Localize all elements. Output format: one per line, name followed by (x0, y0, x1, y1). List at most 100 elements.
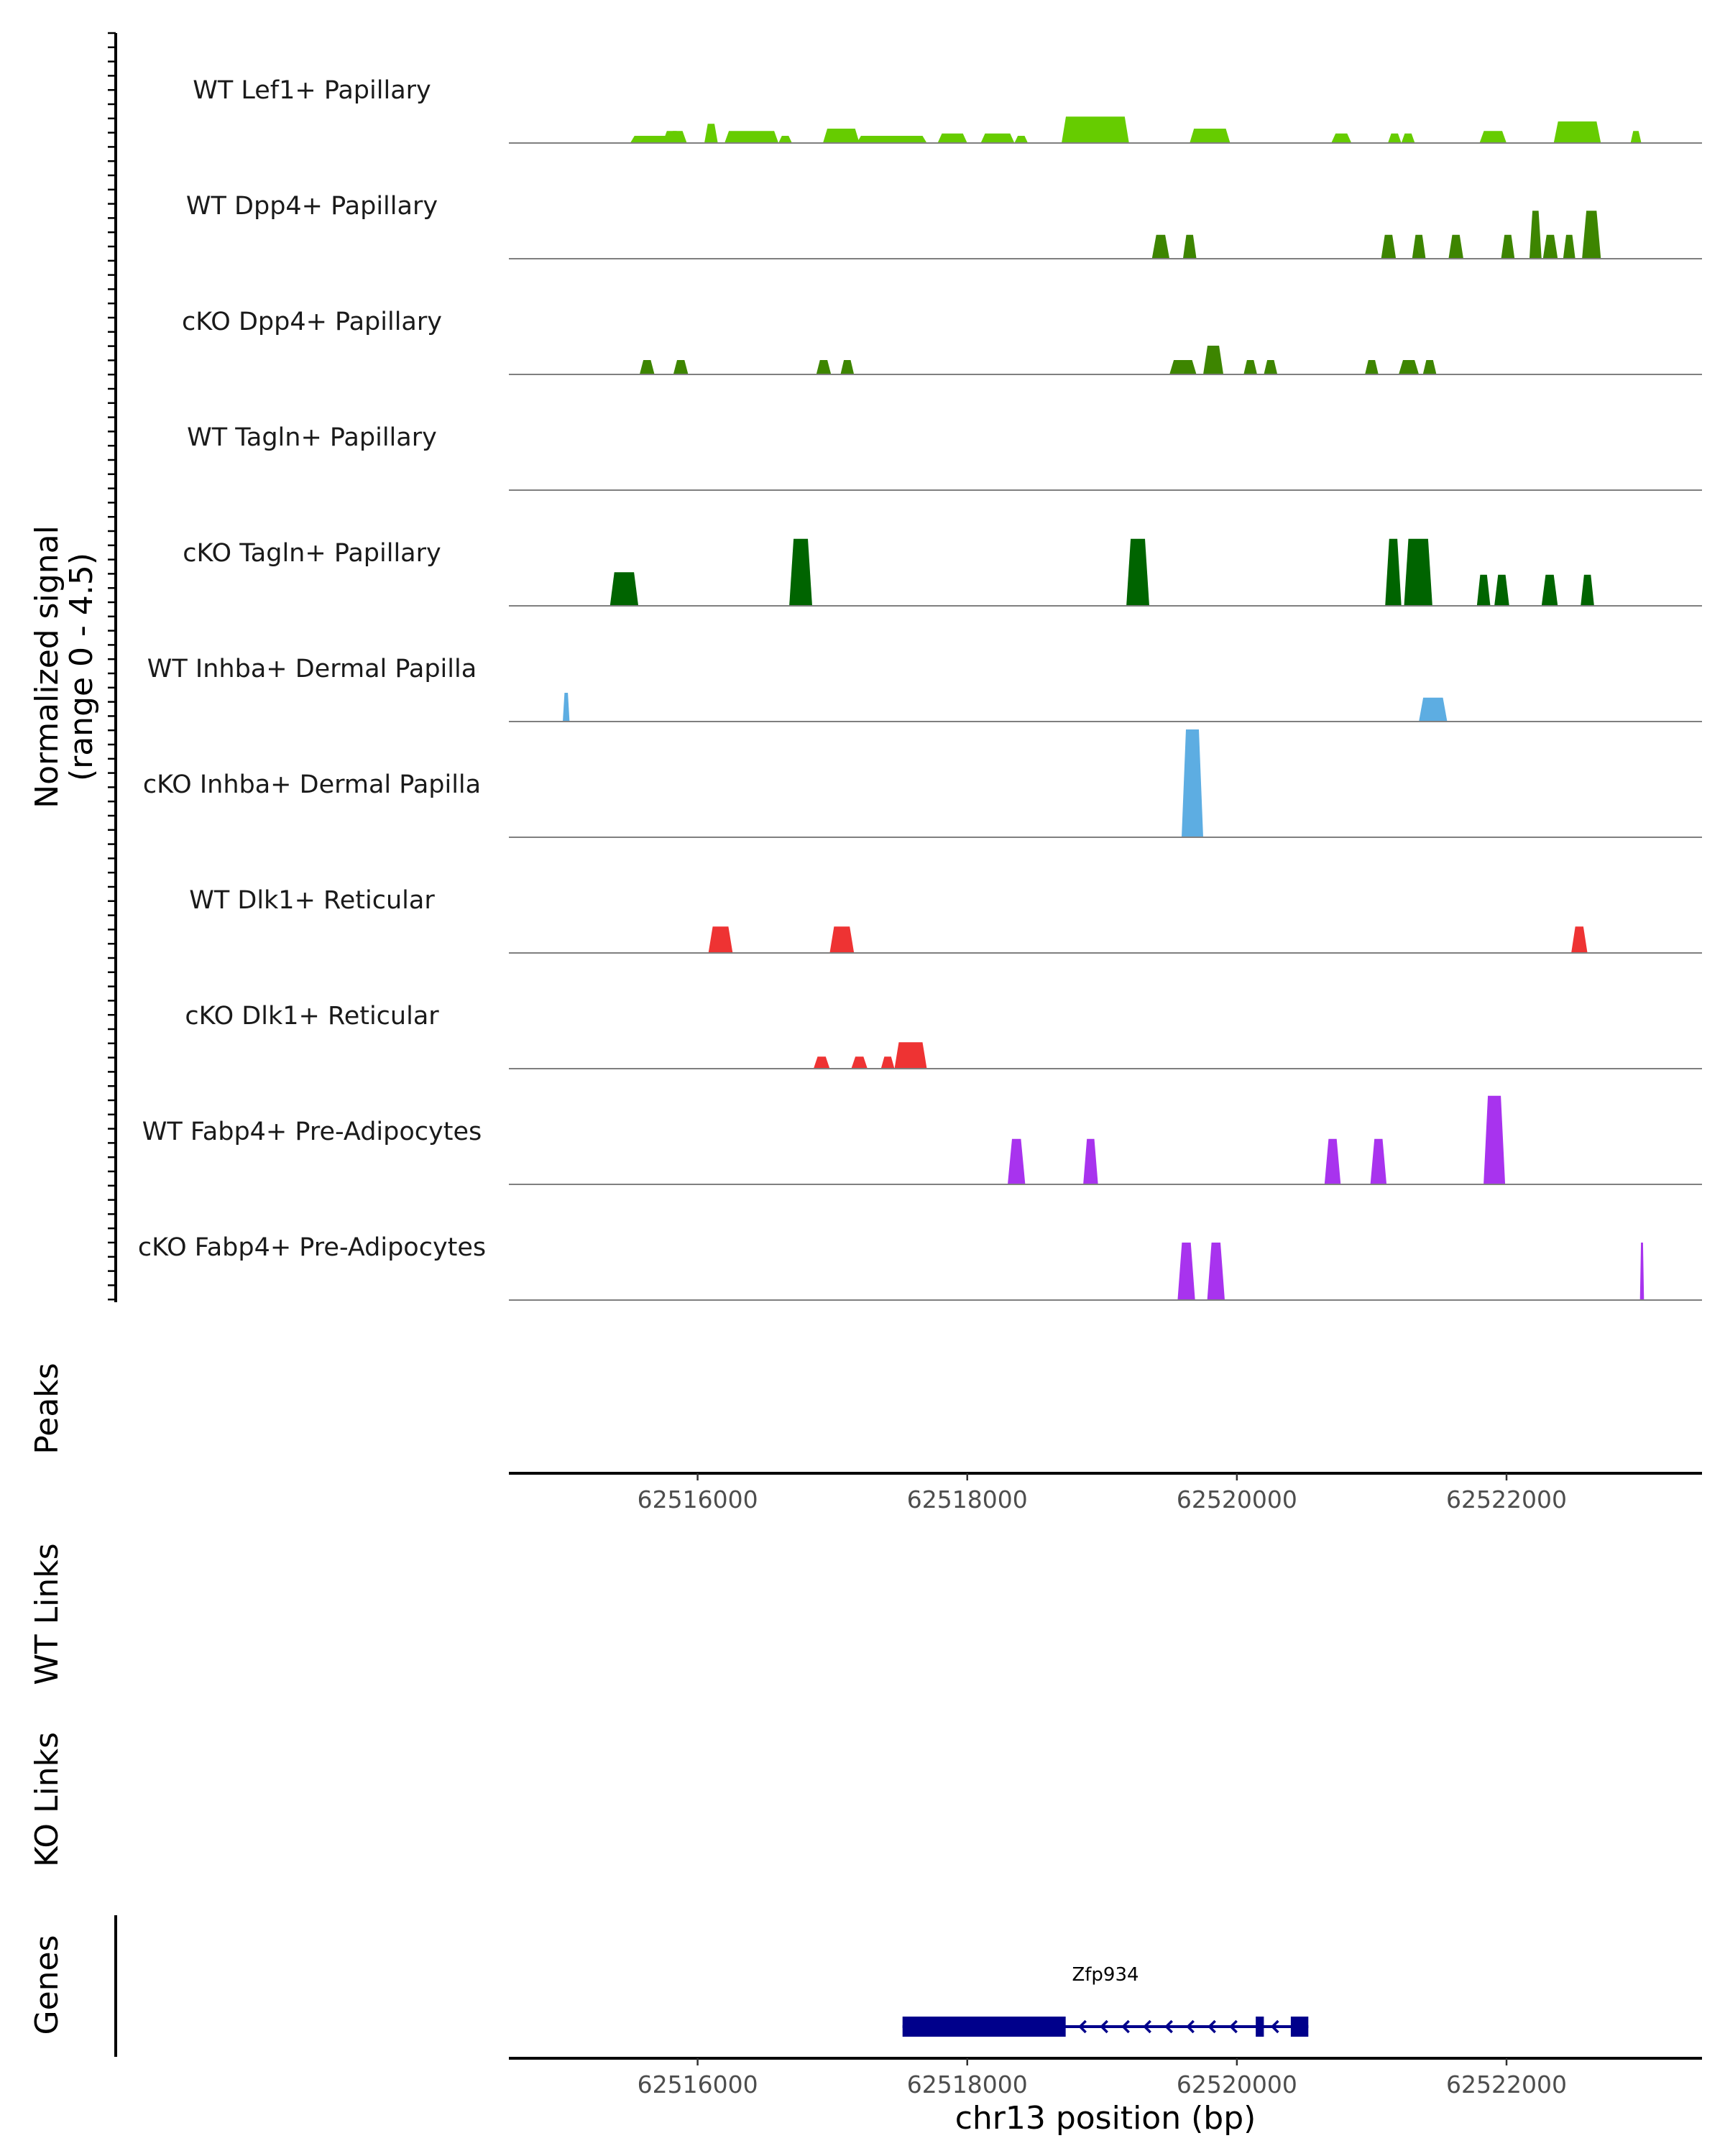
coverage-peak (1182, 234, 1197, 259)
coverage-peak (1581, 574, 1594, 606)
gene-strand-arrow (1229, 2019, 1238, 2034)
peaks-x-ticks: 62516000 62518000 62520000 62522000 (638, 1473, 1567, 1514)
coverage-peak (1479, 131, 1506, 143)
coverage-peak (829, 926, 855, 953)
track-label: cKO Inhba+ Dermal Papilla (143, 770, 481, 799)
coverage-y-axis: Normalized signal (range 0 - 4.5) (29, 32, 117, 1302)
coverage-tracks: WT Lef1+ Papillary WT Dpp4+ Papillary cKO … (138, 76, 1702, 1301)
coverage-peak (1484, 1095, 1506, 1184)
coverage-track-1: WT Lef1+ Papillary (193, 76, 1702, 144)
coverage-peak (1203, 346, 1224, 374)
coverage-peak (1062, 116, 1129, 143)
genes-x-ticks: 62516000 62518000 62520000 62522000 (638, 2058, 1567, 2099)
peaks-panel: Peaks 62516000 62518000 62520000 62522000 (29, 1363, 1702, 1514)
x-tick-label: 62516000 (638, 1485, 758, 1514)
x-tick-label: 62520000 (1177, 2070, 1297, 2099)
coverage-track-10: WT Fabp4+ Pre-Adipocytes (142, 1095, 1702, 1185)
coverage-track-5: cKO Tagln+ Papillary (183, 538, 1702, 607)
coverage-peak (851, 1056, 868, 1069)
gene-name-label: Zfp934 (1072, 1964, 1138, 1986)
coverage-peak (937, 133, 967, 143)
coverage-peak (1542, 234, 1558, 259)
coverage-track-9: cKO Dlk1+ Reticular (185, 1002, 1702, 1069)
coverage-peak (1401, 133, 1415, 143)
coverage-peak (1207, 1243, 1225, 1300)
gene-strand-arrow (1143, 2019, 1151, 2034)
coverage-peak (1126, 538, 1149, 606)
coverage-peak (1331, 133, 1352, 143)
coverage-peak (880, 1056, 895, 1069)
x-axis-label: chr13 position (bp) (955, 2100, 1256, 2137)
track-label: WT Inhba+ Dermal Papilla (147, 655, 477, 683)
coverage-peak (1381, 234, 1397, 259)
x-tick-label: 62520000 (1177, 1485, 1297, 1514)
track-label: cKO Dlk1+ Reticular (185, 1002, 439, 1031)
coverage-peak (900, 136, 927, 143)
genes-panel: Genes Zfp934 62516000 62518000 62520000 625… (29, 1915, 1702, 2137)
y-axis-label-line1: Normalized signal (29, 525, 65, 808)
coverage-peak (1008, 1138, 1026, 1184)
coverage-peak (816, 360, 832, 374)
coverage-peak (1365, 360, 1379, 374)
coverage-peak (789, 538, 812, 606)
gene-exon (1256, 2017, 1264, 2037)
x-tick-label: 62522000 (1446, 1485, 1567, 1514)
coverage-peak (1501, 234, 1515, 259)
coverage-peak (1582, 211, 1601, 259)
gene-strand-arrow (1164, 2019, 1173, 2034)
coverage-peak (1494, 574, 1509, 606)
track-label: cKO Fabp4+ Pre-Adipocytes (138, 1233, 486, 1262)
track-label: WT Dpp4+ Papillary (186, 192, 438, 221)
coverage-peak (1541, 574, 1558, 606)
track-label: WT Lef1+ Papillary (193, 76, 431, 105)
wt-links-panel-label: WT Links (29, 1543, 65, 1685)
coverage-peak (1151, 234, 1170, 259)
peaks-panel-label: Peaks (29, 1363, 65, 1454)
coverage-peak (894, 1042, 927, 1069)
coverage-track-2: WT Dpp4+ Papillary (186, 192, 1702, 259)
coverage-peak (823, 129, 860, 143)
gene-strand-arrow (1078, 2019, 1087, 2034)
coverage-peak (704, 124, 718, 143)
gene-exon (1290, 2017, 1309, 2037)
coverage-peak (1563, 234, 1576, 259)
coverage-peak (1399, 360, 1420, 374)
gene-strand-arrow (1270, 2019, 1279, 2034)
track-label: cKO Dpp4+ Papillary (182, 308, 442, 336)
coverage-track-3: cKO Dpp4+ Papillary (182, 308, 1702, 375)
coverage-peak (778, 136, 792, 143)
coverage-peak (1639, 1243, 1644, 1300)
ko-links-panel-label: KO Links (29, 1732, 65, 1867)
coverage-peak (563, 693, 570, 722)
coverage-peak (1571, 926, 1588, 953)
coverage-peak (1083, 1138, 1098, 1184)
coverage-peak (610, 572, 639, 606)
coverage-peak (673, 360, 689, 374)
coverage-peak (1177, 1243, 1195, 1300)
track-label: WT Fabp4+ Pre-Adipocytes (142, 1118, 482, 1146)
coverage-peak (840, 360, 855, 374)
coverage-peak (1264, 360, 1278, 374)
track-label: cKO Tagln+ Papillary (183, 539, 441, 568)
x-tick-label: 62516000 (638, 2070, 758, 2099)
coverage-peak (1169, 360, 1197, 374)
coverage-peak (724, 131, 779, 143)
coverage-peak (1422, 360, 1437, 374)
coverage-peak (1476, 574, 1491, 606)
y-axis-label-line2: (range 0 - 4.5) (63, 553, 100, 781)
coverage-peak (662, 131, 687, 143)
coverage-track-11: cKO Fabp4+ Pre-Adipocytes (138, 1233, 1702, 1301)
coverage-peak (1182, 729, 1203, 837)
coverage-peak (1412, 234, 1426, 259)
coverage-peak (1324, 1138, 1341, 1184)
coverage-peak (1190, 129, 1230, 143)
gene-exon (902, 2017, 1066, 2037)
gene-strand-arrow (1121, 2019, 1130, 2034)
coverage-peak (1419, 697, 1448, 722)
coverage-peak (980, 133, 1015, 143)
track-label: WT Dlk1+ Reticular (189, 886, 435, 915)
gene-strand-arrow (1100, 2019, 1108, 2034)
coverage-peak (1385, 538, 1402, 606)
coverage-peak (1370, 1138, 1387, 1184)
